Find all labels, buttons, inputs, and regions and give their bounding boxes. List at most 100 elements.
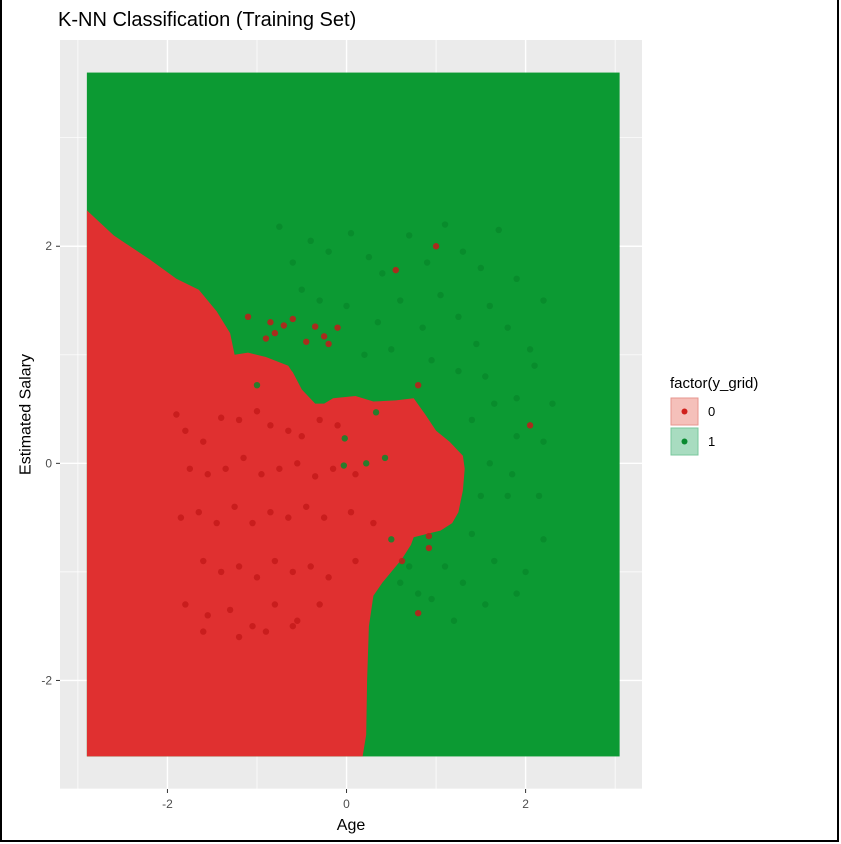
data-point-class-0 (267, 319, 274, 326)
data-point-class-1 (540, 297, 547, 304)
data-point-class-1 (522, 568, 529, 576)
data-point-class-0 (249, 622, 256, 630)
region-class-0 (86, 210, 465, 757)
data-point-class-0 (213, 519, 220, 527)
data-point-class-1 (450, 617, 458, 624)
data-point-class-1 (473, 340, 480, 348)
data-point-class-0 (200, 438, 207, 445)
data-point-class-1 (526, 346, 534, 353)
data-point-class-0 (173, 411, 180, 418)
data-point-class-1 (504, 492, 511, 500)
data-points (173, 221, 556, 641)
data-point-class-0 (289, 315, 296, 323)
chart-title: K-NN Classification (Training Set) (58, 9, 356, 31)
y-axis-title: Estimated Salary (18, 354, 35, 475)
data-point-class-1 (455, 313, 462, 321)
axis-ticks: -2 0 2 -2 0 2 (41, 239, 529, 811)
data-point-class-0 (320, 333, 328, 340)
data-point-class-0 (271, 329, 279, 337)
data-point-class-1 (325, 248, 332, 255)
data-point-class-1 (540, 536, 547, 543)
data-point-class-1 (406, 563, 413, 570)
data-point-class-0 (425, 532, 433, 540)
data-point-class-0 (258, 471, 265, 478)
data-point-class-0 (177, 514, 185, 521)
data-point-class-0 (289, 622, 296, 630)
data-point-class-1 (540, 438, 547, 445)
data-point-class-1 (406, 232, 413, 239)
data-point-class-0 (285, 514, 292, 521)
data-point-class-1 (379, 270, 386, 277)
decision-regions (86, 72, 620, 757)
data-point-class-0 (235, 416, 243, 424)
data-point-class-0 (334, 422, 341, 429)
data-point-class-1 (459, 579, 467, 586)
data-point-class-1 (468, 530, 476, 538)
x-tick-label: 0 (343, 797, 350, 811)
data-point-class-0 (235, 633, 243, 641)
data-point-class-1 (495, 226, 502, 234)
data-point-class-0 (186, 465, 194, 472)
data-point-class-0 (280, 322, 288, 329)
data-point-class-1 (289, 259, 296, 266)
data-point-class-0 (352, 557, 359, 565)
data-point-class-0 (425, 544, 433, 552)
data-point-class-1 (298, 286, 305, 293)
data-point-class-1 (482, 601, 489, 608)
data-point-class-0 (414, 381, 422, 389)
data-point-class-1 (491, 400, 498, 407)
data-point-class-0 (285, 427, 292, 434)
data-point-class-0 (325, 340, 332, 348)
data-point-class-1 (372, 409, 380, 416)
data-point-class-0 (222, 465, 229, 472)
data-point-class-1 (397, 297, 404, 304)
x-tick-label: 2 (522, 797, 529, 811)
data-point-class-1 (347, 230, 355, 237)
data-point-class-0 (298, 433, 305, 440)
data-point-class-0 (294, 617, 301, 624)
y-tick-label: 0 (45, 456, 52, 470)
data-point-class-1 (459, 248, 467, 255)
legend-title: factor(y_grid) (670, 375, 758, 392)
data-point-class-1 (549, 400, 556, 407)
data-point-class-0 (347, 508, 355, 516)
data-point-class-1 (276, 223, 283, 230)
data-point-class-1 (361, 351, 368, 358)
data-point-class-0 (182, 601, 189, 608)
data-point-class-0 (262, 628, 270, 635)
data-point-class-0 (370, 519, 377, 527)
data-point-class-0 (262, 335, 270, 342)
data-point-class-0 (334, 324, 341, 331)
data-point-class-1 (477, 492, 485, 500)
data-point-class-1 (504, 324, 511, 331)
data-point-class-1 (513, 395, 520, 402)
data-point-class-0 (303, 338, 310, 345)
data-point-class-0 (316, 416, 323, 424)
x-tick-label: -2 (162, 797, 173, 811)
data-point-class-0 (249, 519, 256, 527)
data-point-class-1 (363, 460, 370, 467)
data-point-class-0 (307, 563, 314, 570)
data-point-class-0 (316, 601, 323, 608)
data-point-class-1 (482, 373, 489, 380)
data-point-class-1 (441, 563, 449, 570)
data-point-class-0 (271, 557, 279, 565)
data-point-class-1 (381, 454, 389, 462)
data-point-class-1 (513, 590, 520, 597)
data-point-class-0 (526, 422, 534, 429)
data-point-class-0 (325, 574, 332, 581)
data-point-class-0 (235, 563, 243, 570)
data-point-class-0 (195, 508, 202, 516)
data-point-class-0 (414, 609, 422, 617)
data-point-class-1 (437, 291, 444, 299)
y-tick-label: -2 (41, 673, 52, 687)
data-point-class-0 (226, 606, 234, 614)
data-point-class-0 (204, 471, 211, 478)
y-tick-label: 2 (45, 239, 52, 253)
data-point-class-0 (294, 460, 301, 467)
data-point-class-1 (365, 253, 373, 261)
data-point-class-1 (468, 416, 476, 424)
data-point-class-1 (253, 381, 261, 389)
